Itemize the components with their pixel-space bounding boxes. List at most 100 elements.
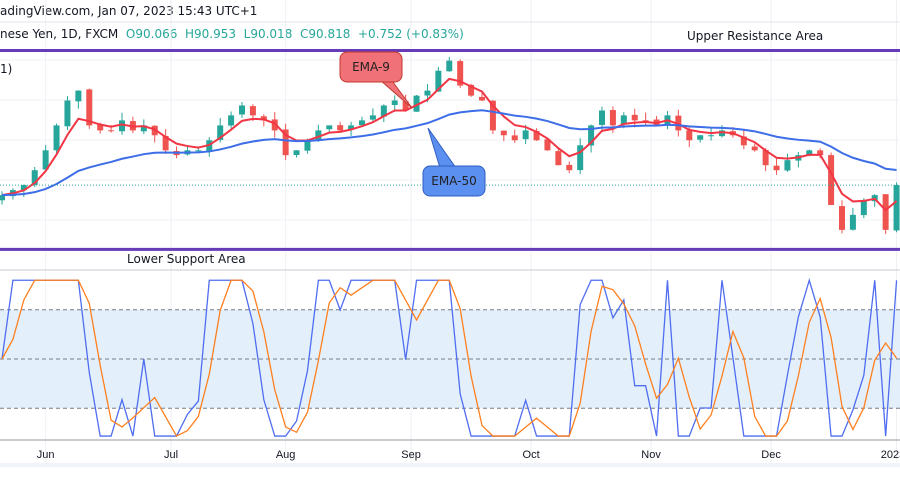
- candle-body: [555, 151, 562, 166]
- ema-9-callout-label: EMA-9: [352, 60, 390, 74]
- candle: [479, 92, 485, 102]
- candle-body: [53, 125, 60, 151]
- candle-body: [893, 185, 900, 231]
- candle: [293, 150, 300, 158]
- candle-body: [697, 135, 704, 140]
- candle-body: [719, 130, 725, 137]
- ema-50-callout-pointer: [427, 127, 457, 169]
- candle-body: [108, 130, 115, 132]
- candle-body: [86, 89, 93, 126]
- candle: [849, 207, 856, 231]
- close-value: C90.818: [299, 27, 351, 41]
- open-value: O90.066: [125, 27, 178, 41]
- time-axis-bottom: [0, 463, 900, 467]
- candle: [773, 158, 780, 175]
- candle: [435, 66, 442, 92]
- candle: [544, 138, 551, 151]
- candle-body: [140, 125, 147, 132]
- candle-body: [511, 135, 518, 141]
- candle: [566, 161, 573, 174]
- candle-body: [817, 150, 824, 156]
- candle-body: [162, 135, 169, 151]
- candle-body: [348, 125, 355, 130]
- low-value: L90.018: [243, 27, 293, 41]
- ema-50-line: [1, 109, 897, 197]
- x-tick-label: Nov: [641, 449, 661, 461]
- high-value: H90.953: [185, 27, 237, 41]
- candle-body: [631, 114, 638, 121]
- candle: [42, 145, 49, 171]
- candle: [64, 96, 71, 131]
- candle-body: [402, 101, 409, 111]
- candle: [402, 94, 409, 112]
- candle-body: [75, 90, 82, 102]
- candle: [457, 59, 464, 88]
- candle-body: [784, 160, 791, 171]
- candle-body: [773, 165, 780, 171]
- source-line: adingView.com, Jan 07, 2023 15:43 UTC+1: [0, 4, 258, 18]
- candle: [533, 128, 540, 141]
- candle-body: [489, 100, 496, 131]
- candle: [500, 130, 507, 142]
- candle: [740, 129, 747, 150]
- candle: [315, 124, 322, 142]
- x-tick-label: Aug: [276, 449, 296, 461]
- candle-body: [369, 115, 376, 120]
- candle: [828, 152, 835, 206]
- candle: [511, 129, 518, 143]
- candle: [337, 121, 344, 132]
- candle: [129, 116, 136, 133]
- candle: [697, 134, 704, 143]
- candle-body: [544, 139, 551, 151]
- candle-body: [42, 150, 49, 170]
- x-tick-label: Dec: [761, 449, 781, 461]
- candle-body: [740, 136, 747, 146]
- candle-body: [304, 140, 311, 151]
- ema-50-callout: [422, 165, 486, 197]
- candle-body: [326, 125, 333, 130]
- candle-body: [282, 129, 289, 156]
- candle: [413, 95, 420, 112]
- candle-body: [271, 119, 278, 131]
- candle-body: [435, 70, 442, 92]
- candle-body: [828, 155, 835, 205]
- candle: [631, 108, 638, 128]
- symbol-label[interactable]: nese Yen, 1D, FXCM: [0, 27, 119, 41]
- candle-body: [468, 84, 475, 96]
- candle-body: [391, 100, 398, 105]
- candle: [228, 111, 235, 129]
- x-tick-label: Jun: [37, 449, 55, 461]
- candle: [893, 182, 900, 233]
- candle-body: [337, 125, 344, 131]
- candle-body: [588, 125, 595, 146]
- lower-support-label: Lower Support Area: [127, 252, 246, 266]
- candle-body: [20, 185, 27, 191]
- candle-body: [195, 150, 202, 152]
- candle-body: [599, 110, 605, 125]
- candle: [391, 95, 398, 112]
- candle-body: [315, 130, 322, 140]
- upper-resistance-label: Upper Resistance Area: [687, 29, 823, 43]
- candle: [577, 138, 584, 175]
- candle: [239, 101, 245, 118]
- candle: [0, 191, 5, 205]
- candle-body: [119, 120, 125, 132]
- candle-body: [806, 150, 813, 155]
- indicator-legend: 1): [0, 62, 13, 76]
- candle-body: [64, 100, 71, 127]
- candle-body: [882, 194, 889, 230]
- candle-body: [620, 115, 627, 125]
- candle-body: [424, 90, 431, 96]
- candle-body: [239, 105, 245, 115]
- candle: [784, 153, 791, 172]
- candle-body: [479, 96, 485, 101]
- candle: [882, 193, 889, 235]
- x-tick-label: Oct: [523, 449, 540, 461]
- candle-body: [686, 130, 693, 141]
- candle-body: [762, 149, 769, 166]
- ema-9-callout: [339, 51, 403, 83]
- candle: [162, 129, 169, 154]
- candle-body: [413, 95, 420, 112]
- candle-body: [293, 150, 300, 156]
